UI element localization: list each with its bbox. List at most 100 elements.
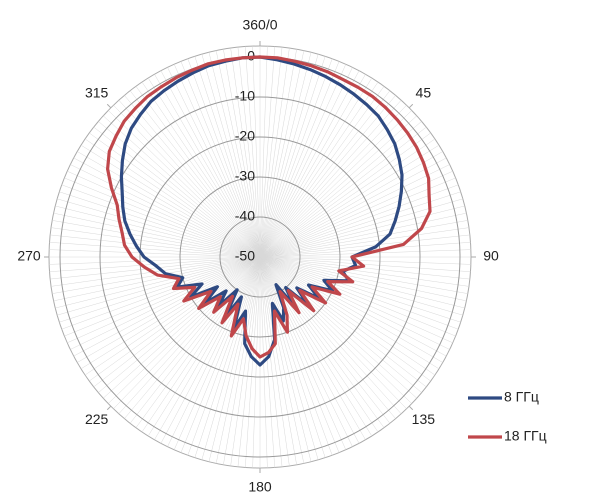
x-tick-label: 45 <box>416 84 432 100</box>
spoke <box>80 256 261 370</box>
spoke <box>245 256 261 468</box>
spoke <box>53 212 261 258</box>
spoke <box>259 256 297 465</box>
spoke <box>259 256 465 309</box>
spoke <box>259 227 469 258</box>
spoke <box>259 256 333 456</box>
spoke <box>259 220 468 258</box>
spoke <box>59 256 261 323</box>
spoke <box>259 256 407 409</box>
spoke <box>55 205 261 258</box>
spoke <box>259 256 275 468</box>
spoke <box>49 256 261 265</box>
series-line <box>119 55 404 367</box>
spoke <box>259 234 470 258</box>
spoke <box>259 46 268 258</box>
spoke <box>259 256 340 453</box>
spoke <box>259 256 456 337</box>
spoke <box>259 256 470 280</box>
spoke <box>259 256 319 460</box>
spoke <box>67 170 261 258</box>
spoke <box>129 90 261 258</box>
spoke <box>154 256 261 440</box>
spoke <box>93 256 261 388</box>
spoke <box>77 151 261 258</box>
spoke <box>135 256 261 428</box>
spoke <box>201 54 261 258</box>
spoke <box>194 256 261 458</box>
grid-ring <box>139 136 381 378</box>
spoke <box>259 256 463 316</box>
spoke <box>259 256 391 424</box>
spoke <box>259 256 396 419</box>
legend-label: 18 ГГц <box>504 428 547 444</box>
legend-label: 8 ГГц <box>504 389 539 405</box>
spoke <box>259 67 353 258</box>
spoke <box>180 61 261 258</box>
spoke <box>259 100 402 258</box>
spoke <box>230 48 261 258</box>
spoke <box>259 46 275 258</box>
spoke <box>259 126 427 258</box>
spoke <box>64 256 261 337</box>
spoke <box>259 157 447 258</box>
spoke <box>259 256 283 467</box>
spoke <box>259 256 443 363</box>
r-tick-label: -20 <box>235 128 255 144</box>
spoke <box>259 81 379 258</box>
spoke <box>259 256 467 302</box>
grid-ring <box>179 176 341 338</box>
r-tick-label: -50 <box>235 248 255 264</box>
spoke <box>223 49 261 258</box>
spoke <box>160 256 261 444</box>
spoke <box>118 100 261 258</box>
spoke <box>187 256 261 456</box>
series-line <box>106 55 432 359</box>
spoke <box>259 256 469 287</box>
spoke <box>73 256 261 357</box>
spoke <box>113 105 261 258</box>
spoke <box>187 58 261 258</box>
spoke <box>230 256 261 466</box>
x-tick-label: 360/0 <box>242 17 277 33</box>
spoke <box>173 256 261 450</box>
spoke <box>208 256 261 462</box>
spoke <box>259 144 440 258</box>
spoke <box>118 256 261 414</box>
spoke <box>259 54 319 258</box>
spoke <box>259 90 391 258</box>
spoke <box>259 47 283 258</box>
spoke <box>237 256 261 467</box>
spoke <box>259 256 440 370</box>
spoke <box>259 256 427 388</box>
spoke <box>51 256 261 287</box>
x-tick-label: 90 <box>483 248 499 264</box>
r-tick-label: -40 <box>235 208 255 224</box>
grid-ring <box>219 216 301 298</box>
spoke <box>49 249 261 258</box>
spoke <box>259 212 467 258</box>
spoke <box>113 256 261 409</box>
spoke <box>89 132 261 258</box>
spoke <box>50 234 261 258</box>
spoke <box>59 191 261 258</box>
spoke <box>215 50 261 258</box>
spoke <box>259 256 347 450</box>
spoke <box>124 95 261 258</box>
spoke <box>80 144 261 258</box>
r-tick-label: -10 <box>235 88 255 104</box>
spoke <box>259 138 436 258</box>
spoke <box>57 256 261 316</box>
spoke <box>259 95 396 258</box>
x-tick <box>408 103 414 109</box>
spoke <box>259 164 450 258</box>
spoke <box>259 105 407 258</box>
spoke <box>103 256 261 399</box>
spoke <box>147 77 261 258</box>
x-tick-label: 225 <box>85 411 109 427</box>
spoke <box>259 256 312 462</box>
spoke <box>180 256 261 453</box>
spoke <box>215 256 261 464</box>
spoke <box>51 227 261 258</box>
spoke <box>160 70 261 258</box>
